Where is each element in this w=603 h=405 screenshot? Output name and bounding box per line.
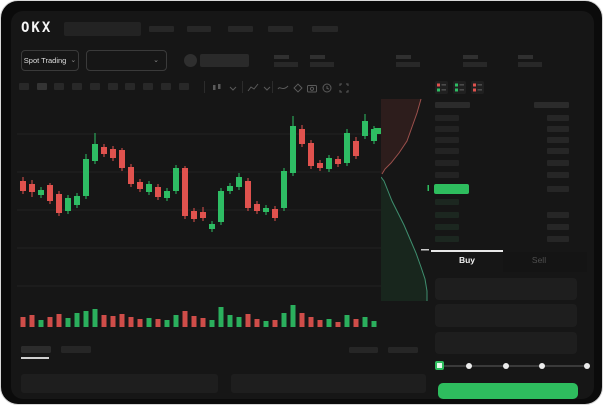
candle-type-dropdown-icon[interactable] — [211, 81, 223, 93]
tab-buy[interactable]: Buy — [458, 255, 476, 265]
coin-avatar — [184, 54, 197, 67]
ask-row-amount — [547, 126, 569, 132]
toolbar-divider — [272, 81, 273, 93]
line-tool-icon[interactable] — [277, 81, 289, 93]
chevron-down-icon: ⌄ — [153, 57, 159, 64]
interval-button-9[interactable] — [161, 83, 171, 90]
sell-tab-bg — [503, 252, 587, 272]
amount-slider[interactable] — [439, 365, 587, 367]
interval-button-4[interactable] — [72, 83, 82, 90]
trading-app: OKX Spot Trading ⌄ ⌄ Buy Sell — [11, 11, 594, 399]
interval-button-3[interactable] — [54, 83, 64, 90]
amount-input[interactable] — [435, 304, 577, 327]
market-type-label: Spot Trading — [23, 56, 67, 65]
toolbar-divider — [204, 81, 205, 93]
market-type-dropdown[interactable]: Spot Trading ⌄ — [21, 50, 79, 71]
bottom-panel-left — [21, 374, 218, 393]
stat-label-1 — [274, 55, 289, 59]
stat-label-5 — [518, 55, 533, 59]
ask-row-price[interactable] — [435, 160, 459, 166]
bottom-tab-underline — [21, 357, 49, 359]
bottom-link-2[interactable] — [388, 347, 418, 353]
bid-row-amount — [547, 224, 569, 230]
ask-row-amount — [547, 137, 569, 143]
candlestick-chart[interactable] — [17, 97, 381, 347]
bid-row-price[interactable] — [435, 199, 459, 205]
bid-row-price[interactable] — [435, 236, 459, 242]
pair-title-placeholder — [200, 54, 249, 67]
ask-row-price[interactable] — [435, 126, 459, 132]
slider-stop-4[interactable] — [539, 363, 545, 369]
search-input[interactable] — [64, 22, 141, 36]
chevron-down-icon[interactable] — [227, 81, 239, 93]
ask-row-amount — [547, 115, 569, 121]
tab-sell[interactable]: Sell — [531, 255, 547, 265]
fullscreen-icon[interactable] — [338, 81, 350, 93]
nav-item-3[interactable] — [228, 26, 253, 32]
bid-row-price[interactable] — [435, 212, 459, 218]
slider-handle[interactable] — [435, 361, 444, 370]
nav-item-4[interactable] — [268, 26, 293, 32]
total-input[interactable] — [435, 332, 577, 354]
stat-value-5 — [518, 62, 542, 67]
nav-item-2[interactable] — [187, 26, 211, 32]
slider-stop-2[interactable] — [466, 363, 472, 369]
bottom-tab-history[interactable] — [61, 346, 91, 353]
bid-row-amount — [547, 236, 569, 242]
ask-row-price[interactable] — [435, 172, 459, 178]
ask-row-price[interactable] — [435, 115, 459, 121]
slider-stop-5[interactable] — [584, 363, 590, 369]
stat-value-1 — [274, 62, 298, 67]
last-price-badge[interactable] — [434, 184, 469, 194]
bid-row-amount — [547, 212, 569, 218]
bid-row-price[interactable] — [435, 224, 459, 230]
ask-row-price[interactable] — [435, 148, 459, 154]
book-asks-icon[interactable] — [471, 81, 484, 94]
depth-chart — [381, 98, 429, 301]
interval-button-7[interactable] — [125, 83, 135, 90]
toolbar-divider — [242, 81, 243, 93]
orderbook-header-price — [435, 102, 470, 108]
buy-tab-underline — [431, 250, 503, 252]
refresh-icon[interactable] — [321, 81, 333, 93]
book-both-icon[interactable] — [435, 81, 448, 94]
chevron-down-icon[interactable] — [261, 81, 273, 93]
pair-selector-dropdown[interactable]: ⌄ — [86, 50, 167, 71]
buy-submit-button[interactable] — [438, 383, 578, 399]
interval-button-2[interactable] — [37, 83, 47, 90]
interval-button-5[interactable] — [90, 83, 100, 90]
slider-stop-3[interactable] — [503, 363, 509, 369]
stat-value-4 — [463, 62, 487, 67]
chevron-down-icon: ⌄ — [70, 57, 77, 64]
stat-value-2 — [310, 62, 334, 67]
interval-button-8[interactable] — [143, 83, 153, 90]
orderbook-header-amount — [534, 102, 569, 108]
price-input[interactable] — [435, 278, 577, 300]
nav-item-5[interactable] — [312, 26, 338, 32]
ask-row-amount — [547, 160, 569, 166]
indicators-dropdown-icon[interactable] — [247, 81, 259, 93]
stat-label-3 — [396, 55, 411, 59]
okx-logo: OKX — [21, 20, 53, 36]
stat-label-4 — [463, 55, 478, 59]
ask-row-amount — [547, 148, 569, 154]
brush-tool-icon[interactable] — [292, 81, 304, 93]
nav-item-1[interactable] — [149, 26, 174, 32]
book-bids-icon[interactable] — [453, 81, 466, 94]
bottom-panel-right — [231, 374, 426, 393]
ask-row-price[interactable] — [435, 137, 459, 143]
interval-button-6[interactable] — [108, 83, 118, 90]
ask-row-amount — [547, 172, 569, 178]
stat-label-2 — [310, 55, 325, 59]
interval-button-1[interactable] — [19, 83, 29, 90]
bottom-tab-orders[interactable] — [21, 346, 51, 353]
camera-icon[interactable] — [306, 81, 318, 93]
bottom-link-1[interactable] — [349, 347, 378, 353]
interval-button-10[interactable] — [179, 83, 189, 90]
stat-value-3 — [396, 62, 420, 67]
last-price-amount — [547, 186, 569, 192]
